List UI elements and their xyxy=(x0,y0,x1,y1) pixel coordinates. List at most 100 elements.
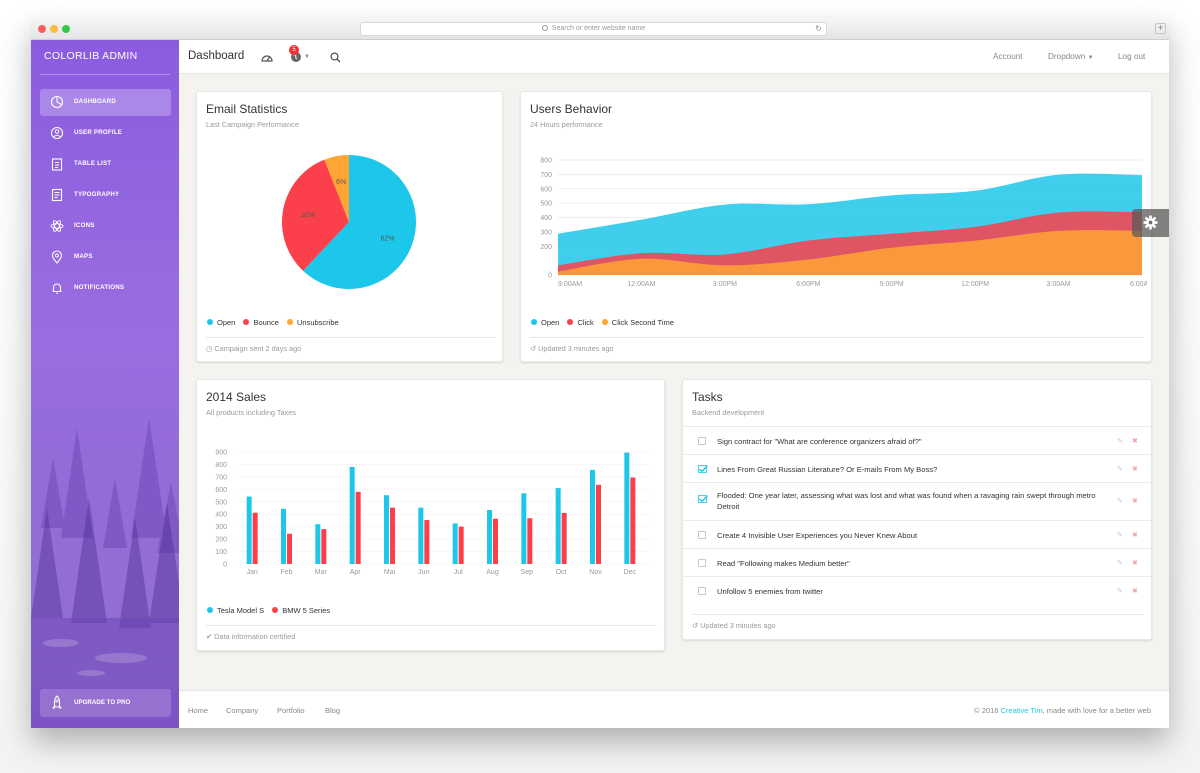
bar-tesla xyxy=(487,509,492,564)
reload-icon[interactable]: ↻ xyxy=(815,24,822,33)
card-divider xyxy=(692,614,1144,615)
sidebar-item-typography[interactable]: TYPOGRAPHY xyxy=(40,182,171,209)
search-icon[interactable] xyxy=(330,52,341,63)
bar-tesla xyxy=(521,493,527,564)
edit-icon[interactable]: ✎ xyxy=(1117,498,1123,505)
bar-tesla xyxy=(384,495,389,564)
x-tick-label: 6:00PM xyxy=(796,281,820,288)
footer-link-blog[interactable]: Blog xyxy=(325,706,341,715)
task-row: Create 4 Invisible User Experiences you … xyxy=(683,520,1151,548)
y-tick-label: 200 xyxy=(215,537,227,544)
bar-bmw xyxy=(561,512,567,564)
address-placeholder: Search or enter website name xyxy=(551,25,646,32)
sidebar-item-notifications[interactable]: NOTIFICATIONS xyxy=(40,275,171,302)
page-footer: Home Company Portfolio Blog © 2016 Creat… xyxy=(179,690,1169,728)
footer-link-company[interactable]: Company xyxy=(226,706,259,715)
sidebar-item-maps[interactable]: MAPS xyxy=(40,244,171,271)
legend-item-click: Click xyxy=(567,318,594,327)
minimize-window-button[interactable] xyxy=(50,25,58,33)
address-bar[interactable]: Search or enter website name ↻ xyxy=(360,22,827,36)
card-title: Users Behavior xyxy=(530,102,613,116)
users-behavior-card: Users Behavior 24 Hours performance 800 7… xyxy=(520,91,1152,362)
settings-toggle[interactable] xyxy=(1132,209,1169,237)
footer-link-home[interactable]: Home xyxy=(188,706,209,715)
task-checkbox[interactable] xyxy=(698,531,706,539)
new-tab-button[interactable]: + xyxy=(1155,23,1166,34)
logout-link[interactable]: Log out xyxy=(1118,52,1146,61)
card-title: Email Statistics xyxy=(206,102,288,116)
task-text: Unfollow 5 enemies from twitter xyxy=(717,587,823,596)
close-icon[interactable]: ✖ xyxy=(1132,466,1138,473)
card-divider xyxy=(530,337,1144,338)
area-series-click-second-time xyxy=(558,230,1142,275)
task-checkbox[interactable] xyxy=(698,437,706,445)
y-tick-label: 500 xyxy=(540,201,552,208)
brand-logo-text[interactable]: COLORLIB ADMIN xyxy=(44,50,138,62)
edit-icon[interactable]: ✎ xyxy=(1117,588,1123,595)
legend-item-open: Open xyxy=(531,318,559,327)
close-icon[interactable]: ✖ xyxy=(1132,588,1138,595)
close-window-button[interactable] xyxy=(38,25,46,33)
x-tick-label: 12:00PM xyxy=(961,281,989,288)
task-checkbox[interactable] xyxy=(698,559,706,567)
footer-link-portfolio[interactable]: Portfolio xyxy=(277,706,305,715)
edit-icon[interactable]: ✎ xyxy=(1117,466,1123,473)
close-icon[interactable]: ✖ xyxy=(1132,438,1138,445)
checked-checkbox-icon[interactable] xyxy=(698,465,708,473)
page-title[interactable]: Dashboard xyxy=(188,50,245,62)
email-pie-chart: 62% 32% 6% xyxy=(282,155,416,289)
legend-dot xyxy=(243,319,250,325)
sidebar-item-table-list[interactable]: TABLE LIST xyxy=(40,151,171,178)
edit-icon[interactable]: ✎ xyxy=(1117,532,1123,539)
task-text: Sign contract for "What are conference o… xyxy=(717,437,922,446)
card-footer-text: Campaign sent 2 days ago xyxy=(214,344,302,353)
y-tick-label: 300 xyxy=(540,229,552,236)
close-icon[interactable]: ✖ xyxy=(1132,498,1138,505)
task-checkbox[interactable] xyxy=(698,587,706,595)
edit-icon[interactable]: ✎ xyxy=(1117,560,1123,567)
dropdown-menu[interactable]: Dropdown ▼ xyxy=(1048,52,1094,61)
close-icon[interactable]: ✖ xyxy=(1132,560,1138,567)
user-icon xyxy=(50,126,64,140)
x-tick-label: Aug xyxy=(486,569,499,576)
task-text: Read "Following makes Medium better" xyxy=(717,559,850,568)
card-subtitle: Last Campaign Performance xyxy=(206,120,299,129)
x-tick-label: Nov xyxy=(589,569,602,576)
x-tick-label: 12:00AM xyxy=(627,281,655,288)
sidebar-item-label: MAPS xyxy=(74,253,93,260)
pie-value-label: 6% xyxy=(336,179,346,186)
upgrade-to-pro-button[interactable]: UPGRADE TO PRO xyxy=(40,689,171,717)
top-navbar: Dashboard 5 ▼ Account Dropdown ▼ Log out xyxy=(179,40,1169,74)
dashboard-gauge-icon[interactable] xyxy=(261,52,273,62)
y-tick-label: 700 xyxy=(215,474,227,481)
card-footer: ↺ Updated 3 minutes ago xyxy=(530,344,614,353)
x-tick-label: 3:00PM xyxy=(713,281,737,288)
creative-tim-link[interactable]: Creative Tim xyxy=(1000,706,1043,715)
bar-tesla xyxy=(315,524,321,564)
notification-count-badge: 5 xyxy=(289,45,299,55)
card-title: Tasks xyxy=(692,390,723,404)
x-tick-label: Mar xyxy=(315,569,328,576)
edit-icon[interactable]: ✎ xyxy=(1117,438,1123,445)
y-tick-label: 0 xyxy=(223,562,227,569)
x-tick-label: Jan xyxy=(247,569,258,576)
task-text: Flooded: One year later, assessing what … xyxy=(717,491,1096,511)
checked-checkbox-icon[interactable] xyxy=(698,495,708,503)
y-tick-label: 800 xyxy=(215,462,227,469)
legend-label: Open xyxy=(541,318,560,327)
legend-label: BMW 5 Series xyxy=(282,606,331,615)
sidebar-item-label: DASHBOARD xyxy=(74,98,117,105)
legend-item-unsubscribe: Unsubscribe xyxy=(286,318,339,327)
bar-tesla xyxy=(246,496,252,564)
legend-dot xyxy=(272,607,279,613)
sidebar-item-dashboard[interactable]: DASHBOARD xyxy=(40,89,171,116)
account-link[interactable]: Account xyxy=(993,52,1023,61)
sidebar-item-icons[interactable]: ICONS xyxy=(40,213,171,240)
bar-bmw xyxy=(355,491,361,564)
rocket-icon xyxy=(52,695,62,709)
card-subtitle: Backend development xyxy=(692,408,765,417)
zoom-window-button[interactable] xyxy=(62,25,70,33)
close-icon[interactable]: ✖ xyxy=(1132,532,1138,539)
sidebar-item-user-profile[interactable]: USER PROFILE xyxy=(40,120,171,147)
sidebar-item-label: TYPOGRAPHY xyxy=(74,191,120,198)
